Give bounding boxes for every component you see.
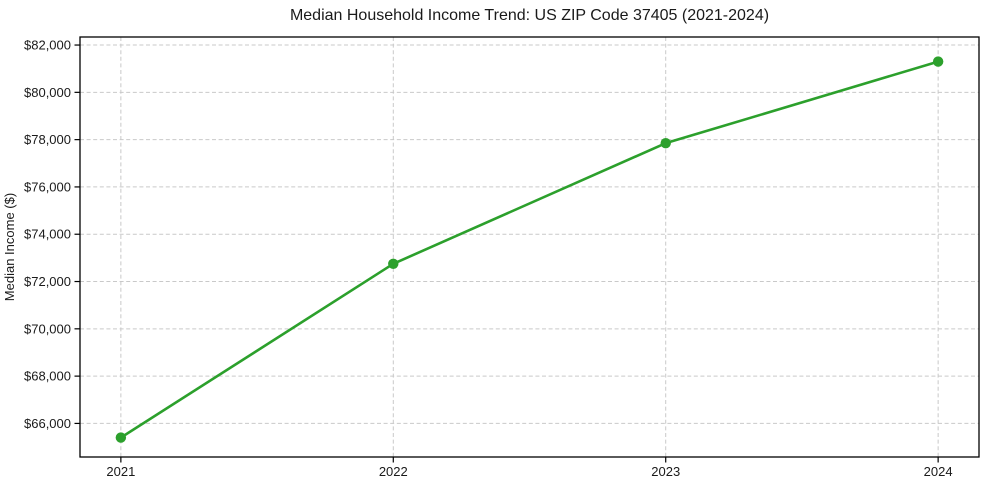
y-tick-label: $78,000 bbox=[24, 132, 71, 147]
x-tick-label: 2024 bbox=[924, 464, 953, 479]
x-tick-label: 2022 bbox=[379, 464, 408, 479]
plot-border bbox=[79, 36, 980, 458]
data-point bbox=[660, 137, 671, 149]
x-tick-label: 2021 bbox=[106, 464, 135, 479]
axes-layer: $66,000 $68,000 $70,000 $72,000 $74,000 $76,0… bbox=[24, 36, 980, 479]
data-point bbox=[115, 432, 127, 443]
y-axis-label: Median Income ($) bbox=[2, 193, 17, 301]
chart-title: Median Household Income Trend: US ZIP Co… bbox=[290, 7, 769, 24]
series-layer bbox=[115, 56, 944, 443]
y-tick-label: $72,000 bbox=[24, 274, 71, 289]
trend-line bbox=[119, 60, 940, 439]
y-tick-label: $66,000 bbox=[24, 416, 71, 431]
data-point bbox=[932, 56, 944, 67]
y-tick-label: $80,000 bbox=[24, 85, 71, 100]
y-tick-label: $76,000 bbox=[24, 179, 71, 194]
grid-layer bbox=[80, 37, 979, 457]
x-tick-label: 2023 bbox=[651, 464, 680, 479]
y-tick-label: $74,000 bbox=[24, 227, 71, 242]
y-tick-label: $70,000 bbox=[24, 321, 71, 336]
y-tick-label: $68,000 bbox=[24, 369, 71, 384]
y-tick-label: $82,000 bbox=[24, 38, 71, 53]
data-point bbox=[388, 258, 399, 269]
